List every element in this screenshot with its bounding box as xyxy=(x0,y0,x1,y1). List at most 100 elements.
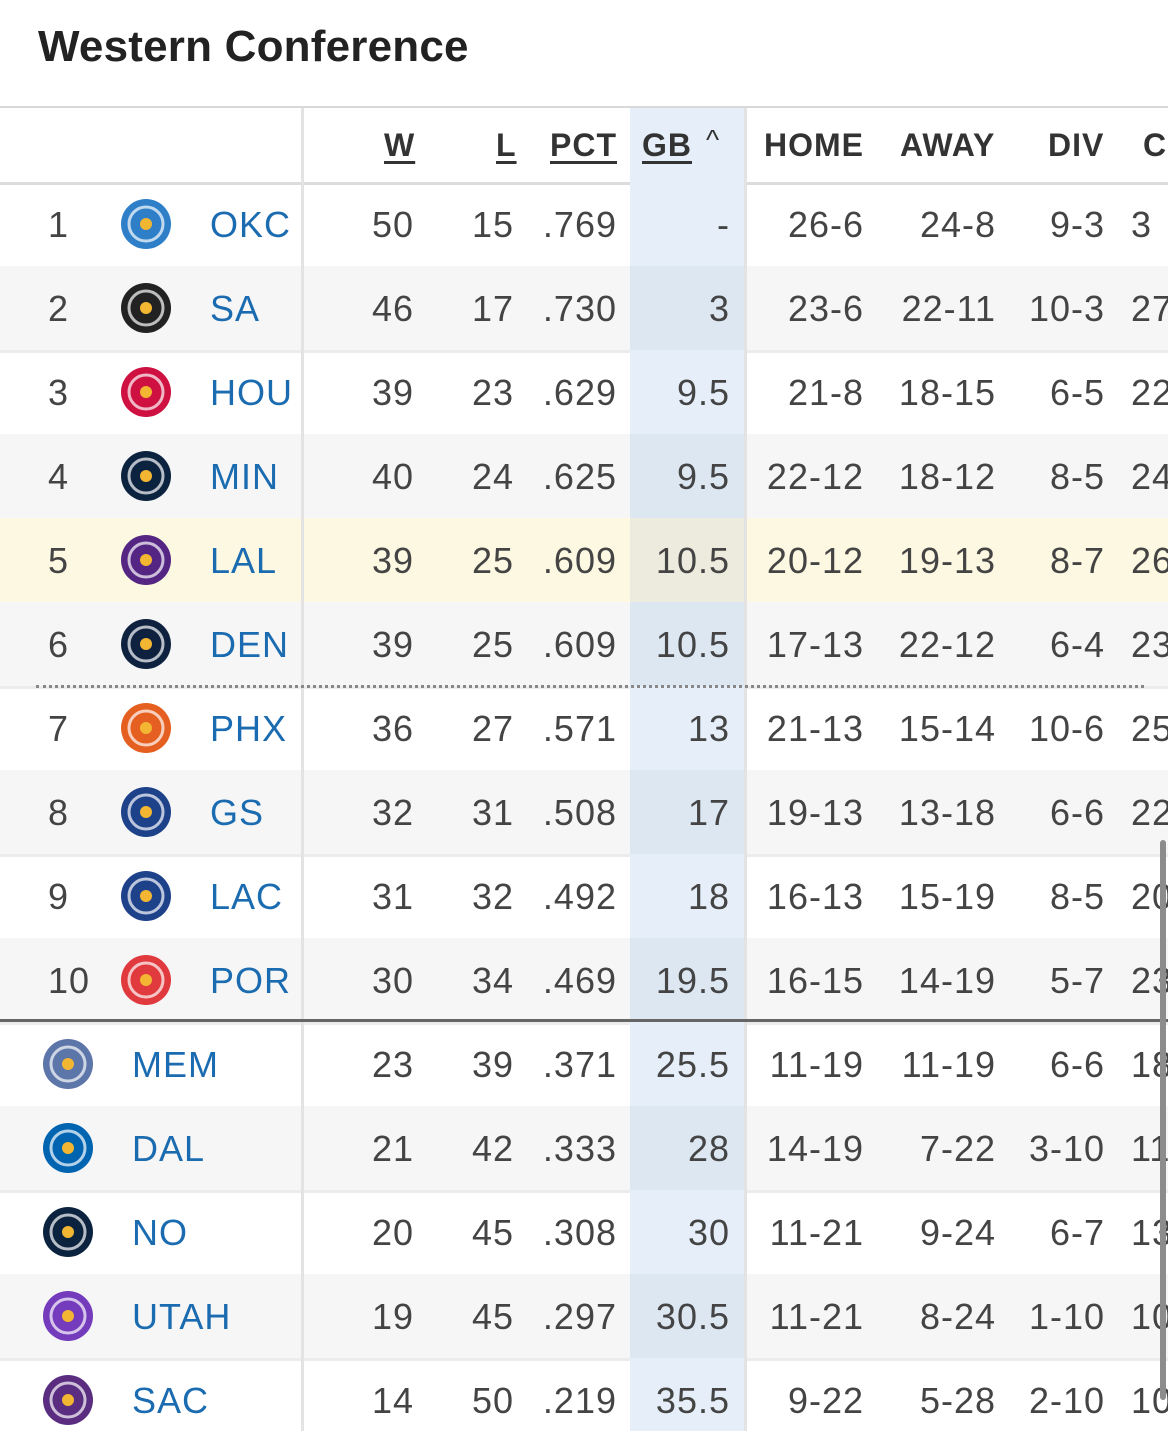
table-row[interactable]: 5 LAL 39 25 .609 10.5 20-12 19-13 8-7 26 xyxy=(0,518,1168,605)
wins-cell: 36 xyxy=(371,708,414,749)
column-header-gb[interactable]: GB xyxy=(642,127,692,163)
team-link[interactable]: GS xyxy=(210,792,265,833)
page-title: Western Conference xyxy=(38,22,469,71)
column-header-w[interactable]: W xyxy=(384,127,416,163)
pct-cell: .769 xyxy=(542,204,617,245)
team-link[interactable]: POR xyxy=(210,960,292,1001)
team-link[interactable]: LAL xyxy=(210,540,278,581)
home-record-cell: 14-19 xyxy=(766,1128,864,1169)
div-record-cell: 6-4 xyxy=(1049,624,1105,665)
sort-ascending-icon[interactable]: ^ xyxy=(706,124,720,155)
table-row[interactable]: 6 DEN 39 25 .609 10.5 17-13 22-12 6-4 23 xyxy=(0,602,1168,689)
suns-logo-icon xyxy=(121,703,171,753)
rank-cell: 7 xyxy=(48,708,70,749)
column-header-home: HOME xyxy=(764,127,864,163)
gb-cell: 13 xyxy=(687,708,730,749)
team-link[interactable]: LAC xyxy=(210,876,284,917)
gb-column-highlight xyxy=(630,602,744,686)
gb-cell: 10.5 xyxy=(655,624,730,665)
div-record-cell: 6-7 xyxy=(1049,1212,1105,1253)
team-link[interactable]: MIN xyxy=(210,456,279,497)
away-record-cell: 14-19 xyxy=(898,960,996,1001)
losses-cell: 31 xyxy=(471,792,514,833)
div-record-cell: 9-3 xyxy=(1049,204,1105,245)
team-link[interactable]: NO xyxy=(132,1212,188,1253)
gb-column-highlight xyxy=(630,182,744,266)
away-record-cell: 18-12 xyxy=(898,456,996,497)
team-link[interactable]: SA xyxy=(210,288,261,329)
losses-cell: 39 xyxy=(471,1044,514,1085)
table-row[interactable]: 7 PHX 36 27 .571 13 21-13 15-14 10-6 25 xyxy=(0,686,1168,773)
table-row[interactable]: DAL 21 42.333 28 14-19 7-22 3-10 11 xyxy=(0,1106,1168,1193)
wins-cell: 40 xyxy=(371,456,414,497)
column-header-div: DIV xyxy=(1048,127,1105,163)
home-record-cell: 11-19 xyxy=(769,1044,864,1085)
table-row[interactable]: 4 MIN 40 24 .625 9.5 22-12 18-12 8-5 24 xyxy=(0,434,1168,521)
wins-cell: 20 xyxy=(371,1212,414,1253)
div-record-cell: 8-7 xyxy=(1049,540,1105,581)
rank-cell: 5 xyxy=(48,540,70,581)
away-record-cell: 15-14 xyxy=(898,708,996,749)
losses-cell: 15 xyxy=(471,204,514,245)
playoff-cutline xyxy=(36,685,1144,688)
wins-cell: 39 xyxy=(371,540,414,581)
gb-cell: 3 xyxy=(708,288,730,329)
column-header-l[interactable]: L xyxy=(496,127,517,163)
home-record-cell: 16-13 xyxy=(766,876,864,917)
away-record-cell: 18-15 xyxy=(898,372,996,413)
rank-cell: 9 xyxy=(48,876,70,917)
home-record-cell: 11-21 xyxy=(769,1296,864,1337)
losses-cell: 25 xyxy=(471,540,514,581)
gb-column-highlight xyxy=(630,108,744,182)
table-row[interactable]: 2 SA 46 17 .730 3 23-6 22-11 10-3 27 xyxy=(0,266,1168,353)
home-record-cell: 17-13 xyxy=(766,624,864,665)
vertical-scrollbar[interactable] xyxy=(1160,840,1166,1400)
warriors-logo-icon xyxy=(121,787,171,837)
gb-column-highlight xyxy=(630,1022,744,1106)
team-link[interactable]: DEN xyxy=(210,624,290,665)
gb-cell: 25.5 xyxy=(655,1044,730,1085)
rank-cell: 6 xyxy=(48,624,70,665)
team-link[interactable]: PHX xyxy=(210,708,288,749)
div-record-cell: 6-5 xyxy=(1049,372,1105,413)
table-row[interactable]: 3 HOU 39 23 .629 9.5 21-8 18-15 6-5 22 xyxy=(0,350,1168,437)
column-header-pct[interactable]: PCT xyxy=(550,127,617,163)
team-link[interactable]: SAC xyxy=(132,1380,210,1421)
team-link[interactable]: HOU xyxy=(210,372,293,413)
lakers-logo-icon xyxy=(121,535,171,585)
losses-cell: 17 xyxy=(471,288,514,329)
away-record-cell: 11-19 xyxy=(901,1044,996,1085)
away-record-cell: 19-13 xyxy=(898,540,996,581)
gb-cell: 30 xyxy=(687,1212,730,1253)
table-row[interactable]: 1 OKC 50 15 .769 - 26-6 24-8 9-3 3 xyxy=(0,182,1168,269)
div-record-cell: 10-3 xyxy=(1028,288,1105,329)
rank-cell: 1 xyxy=(48,204,70,245)
home-record-cell: 21-13 xyxy=(766,708,864,749)
gb-column-highlight xyxy=(630,938,744,1022)
team-link[interactable]: MEM xyxy=(132,1044,219,1085)
team-link[interactable]: UTAH xyxy=(132,1296,232,1337)
play-in-separator xyxy=(0,1019,1168,1022)
losses-cell: 27 xyxy=(471,708,514,749)
gb-column-highlight xyxy=(630,518,744,602)
jazz-logo-icon xyxy=(43,1291,93,1341)
gb-cell: 9.5 xyxy=(676,456,730,497)
gb-column-highlight xyxy=(630,1274,744,1358)
gb-cell: 18 xyxy=(687,876,730,917)
thunder-logo-icon xyxy=(121,199,171,249)
rank-cell: 8 xyxy=(48,792,70,833)
gb-column-highlight xyxy=(630,686,744,770)
home-record-cell: 11-21 xyxy=(769,1212,864,1253)
gb-cell: 35.5 xyxy=(655,1380,730,1421)
team-link[interactable]: OKC xyxy=(210,204,292,245)
team-link[interactable]: DAL xyxy=(132,1128,206,1169)
timberwolves-logo-icon xyxy=(121,451,171,501)
table-row[interactable]: 8 GS 32 31 .508 17 19-13 13-18 6-6 22 xyxy=(0,770,1168,857)
pct-cell: .469 xyxy=(542,960,617,1001)
